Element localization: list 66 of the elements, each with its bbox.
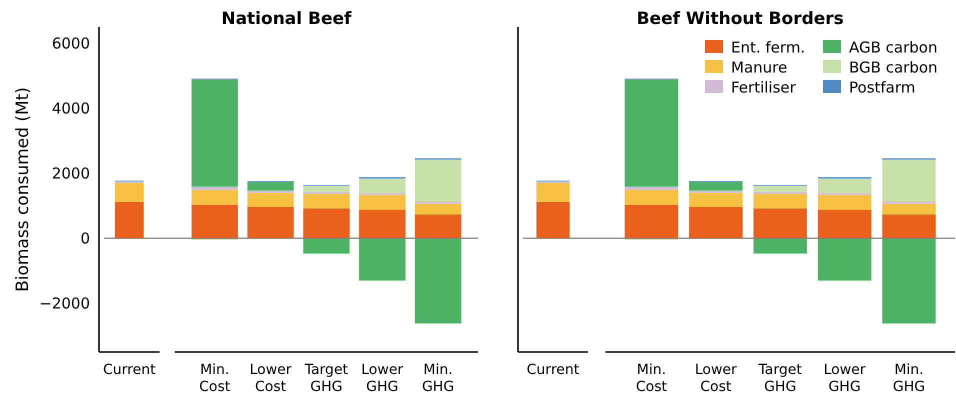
x-tick-label: Target GHG — [304, 362, 349, 395]
x-tick-label: Lower GHG — [824, 362, 866, 395]
bar — [624, 79, 678, 187]
bar — [192, 79, 238, 187]
y-tick-label: 2000 — [52, 164, 90, 182]
bar — [818, 178, 872, 194]
bar — [414, 160, 462, 202]
bar — [247, 192, 294, 207]
bar — [414, 238, 462, 324]
y-tick-label: 0 — [80, 230, 90, 248]
bar — [689, 190, 743, 193]
bar — [818, 194, 872, 210]
x-tick-label: Lower GHG — [361, 362, 404, 395]
bar — [624, 204, 678, 238]
bar — [818, 210, 872, 238]
bar — [689, 192, 743, 207]
x-tick-label: Min. GHG — [422, 362, 454, 395]
bar — [192, 190, 238, 205]
bar — [303, 238, 350, 254]
bar — [359, 194, 406, 210]
bar — [753, 194, 807, 208]
bar — [882, 214, 936, 238]
bar — [303, 208, 350, 238]
bar — [882, 238, 936, 324]
bar — [303, 186, 350, 192]
bar — [882, 160, 936, 202]
bar — [753, 208, 807, 238]
legend-label: Ent. ferm. — [731, 38, 806, 56]
bar — [359, 210, 406, 238]
x-tick-label: Current — [103, 362, 156, 378]
bar — [753, 238, 807, 254]
legend-label: Postfarm — [849, 78, 916, 96]
x-tick-label: Current — [526, 362, 580, 378]
y-tick-label: 6000 — [52, 34, 90, 52]
bar — [359, 238, 406, 280]
legend-label: AGB carbon — [849, 38, 938, 56]
bar — [818, 238, 872, 280]
bar — [192, 204, 238, 238]
y-axis-title: Biomass consumed (Mt) — [13, 87, 33, 292]
chart-title: Beef Without Borders — [636, 9, 844, 29]
bar — [192, 186, 238, 190]
legend-label: Manure — [731, 58, 788, 76]
bar — [624, 190, 678, 205]
x-tick-label: Lower Cost — [694, 362, 738, 395]
bar — [882, 204, 936, 215]
bar — [247, 182, 294, 190]
x-tick-label: Target GHG — [758, 362, 802, 395]
bar — [303, 194, 350, 208]
bar — [414, 214, 462, 238]
bar — [247, 190, 294, 193]
bar — [247, 206, 294, 238]
legend-label: BGB carbon — [849, 58, 938, 76]
bar — [753, 186, 807, 192]
y-tick-label: 4000 — [52, 100, 90, 118]
x-tick-label: Min. GHG — [892, 362, 926, 395]
chart-title: National Beef — [221, 9, 352, 29]
bar — [414, 204, 462, 215]
legend-label: Fertiliser — [731, 78, 797, 96]
bar — [689, 206, 743, 238]
x-tick-label: Min. Cost — [199, 362, 231, 395]
x-tick-label: Lower Cost — [250, 362, 292, 395]
bar — [689, 182, 743, 190]
y-tick-label: −2000 — [39, 294, 90, 312]
bar — [359, 178, 406, 194]
bar — [624, 186, 678, 190]
x-tick-label: Min. Cost — [636, 362, 668, 395]
